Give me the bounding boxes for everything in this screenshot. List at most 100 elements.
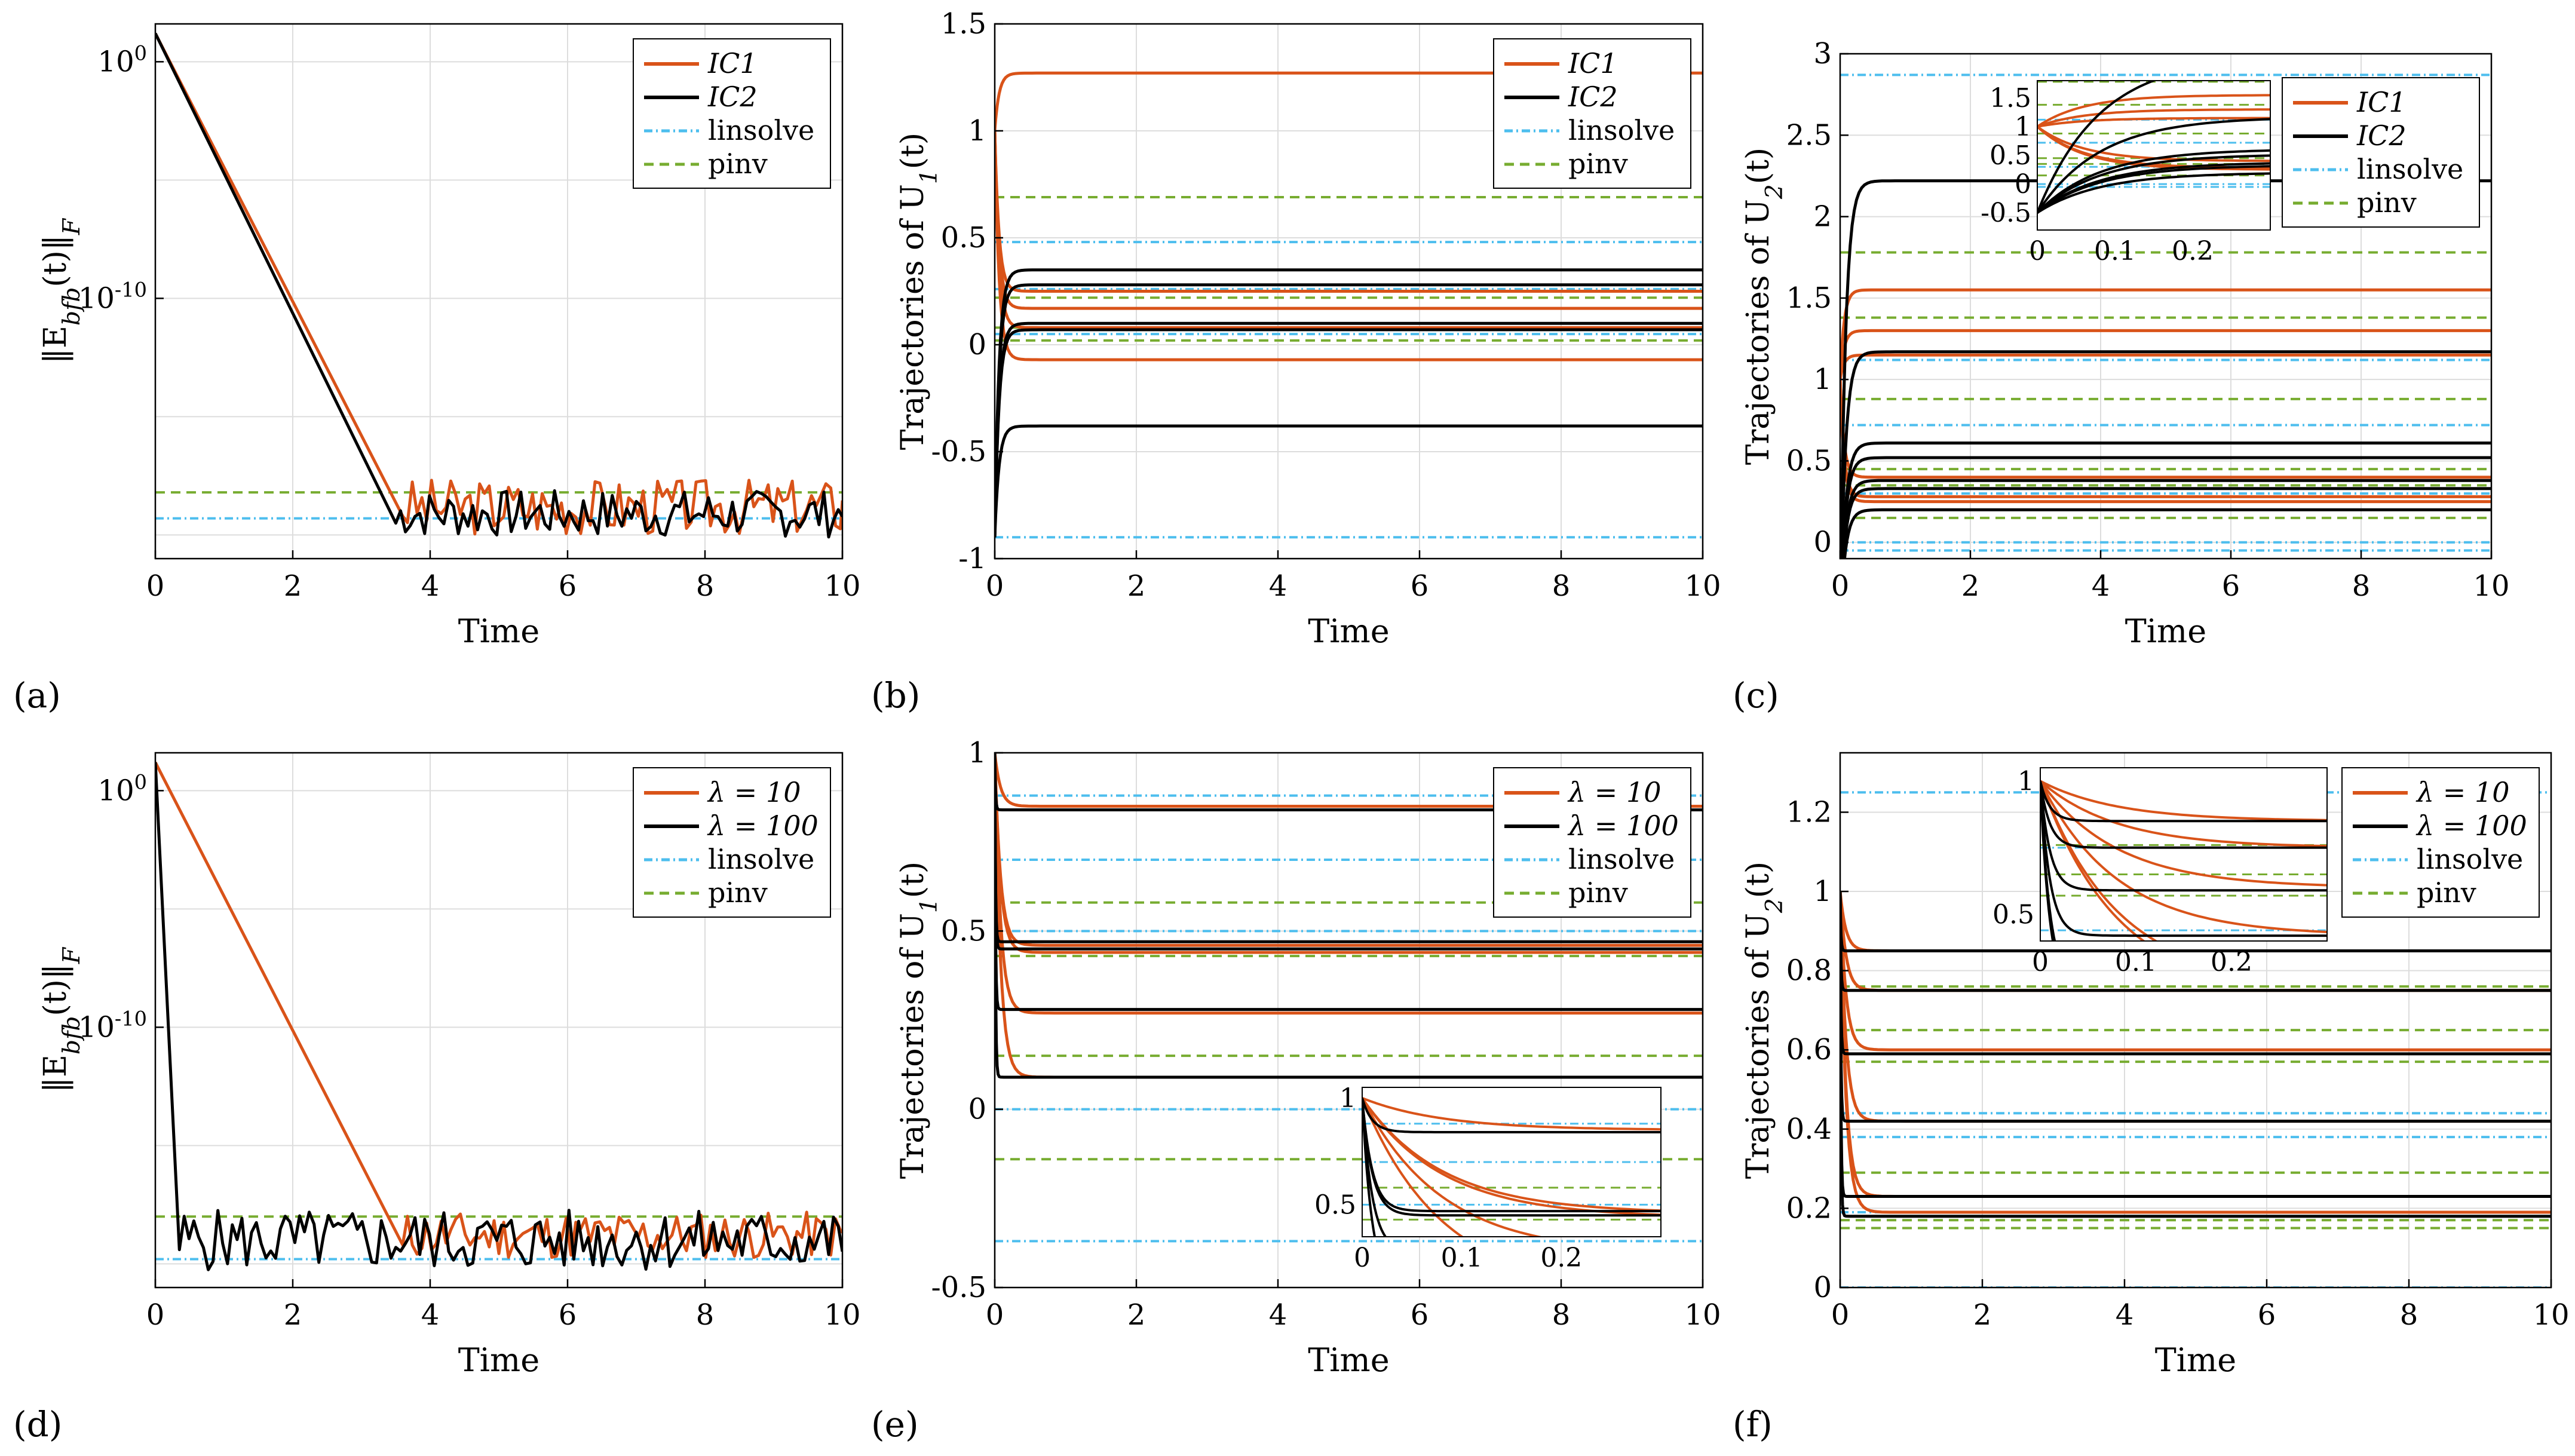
x-tick-label: 4 [421, 569, 440, 603]
legend-label: linsolve [2417, 843, 2523, 875]
y-tick-label: 0 [968, 1093, 986, 1126]
inset-y-tick-label: 0.5 [1314, 1190, 1356, 1220]
inset-x-tick-label: 0.1 [1441, 1243, 1483, 1273]
y-axis-label: ‖Ebfb(t)‖F [38, 217, 85, 364]
legend-label: λ = 100 [1567, 810, 1679, 842]
legend-label: IC2 [707, 81, 758, 113]
x-tick-label: 2 [1127, 569, 1146, 603]
inset-series-ic1 [1362, 1098, 1544, 1237]
inset-series-ic2 [2040, 781, 2327, 892]
series-line-ic2 [1840, 891, 2551, 1056]
legend-label: linsolve [1568, 114, 1675, 146]
axes-box [154, 752, 844, 1289]
x-axis-label: Time [1308, 1341, 1389, 1379]
series-line-ic1 [155, 761, 842, 1259]
y-tick-label: 100 [98, 41, 147, 78]
series-line-ic1 [1840, 891, 2551, 1214]
axes-box [994, 752, 1704, 1289]
x-axis-label: Time [2155, 1341, 2236, 1379]
series-line-ic1 [995, 71, 1703, 131]
x-tick-label: 10 [1684, 569, 1721, 603]
y-tick-label: 0.5 [941, 221, 986, 255]
series-line-ic1 [995, 130, 1703, 310]
x-tick-label: 4 [2092, 569, 2110, 603]
y-axis-label: Trajectories of U1(t) [895, 862, 943, 1179]
panel-label-e: (e) [871, 1404, 919, 1445]
series-line-ic1 [995, 753, 1703, 947]
inset-y-tick-label: 0.5 [1990, 140, 2031, 171]
legend-label: λ = 10 [2415, 776, 2509, 808]
inset-y-tick-label: -0.5 [1981, 198, 2031, 228]
x-tick-label: 0 [986, 1298, 1004, 1332]
x-tick-label: 8 [1552, 569, 1571, 603]
inset-series-ic2 [2040, 781, 2327, 937]
plot-area [155, 761, 842, 1271]
legend-label: IC2 [1568, 81, 1618, 113]
inset-x-tick-label: 0.1 [2115, 947, 2157, 977]
y-tick-label: 0 [1813, 526, 1832, 559]
plot-area [1840, 791, 2551, 1288]
axes-box [1839, 53, 2493, 560]
series-line-ic2 [995, 753, 1703, 951]
x-tick-label: 0 [986, 569, 1004, 603]
series-line-ic1 [1840, 288, 2491, 380]
series-line-ic2 [1841, 456, 2491, 559]
x-tick-label: 4 [1269, 1298, 1288, 1332]
inset: 0 0.1 0.2 0.5 1 [1314, 1083, 1662, 1273]
series-line-ic1 [995, 130, 1703, 329]
x-tick-label: 4 [1269, 569, 1288, 603]
axes-box [154, 23, 844, 560]
y-tick-label: 1.5 [941, 7, 986, 41]
x-axis-label: Time [1308, 612, 1389, 650]
inset-y-tick-label: 1.5 [1990, 83, 2031, 114]
x-tick-label: 10 [2533, 1298, 2569, 1332]
series-line-ic1 [1840, 353, 2491, 380]
chart-d: 0 2 4 6 8 10 Time 100 10-10‖Ebfb(t)‖F λ = 10λ = 1… [38, 752, 860, 1379]
panel-label-a: (a) [13, 675, 61, 716]
x-tick-label: 6 [1411, 569, 1429, 603]
series-line-ic2 [1840, 891, 2551, 952]
series-line-ic2 [995, 753, 1703, 1079]
x-tick-label: 2 [284, 569, 302, 603]
series-line-ic2 [995, 321, 1703, 538]
y-axis: 100 10-10 [78, 41, 164, 315]
inset-series-ic1 [2040, 780, 2327, 848]
legend-label: IC1 [707, 47, 758, 79]
y-tick-label: 0.8 [1786, 954, 1832, 988]
x-tick-label: 10 [824, 569, 860, 603]
x-tick-label: 4 [421, 1298, 440, 1332]
x-axis-label: Time [458, 1341, 539, 1379]
legend-label: λ = 10 [707, 776, 801, 808]
axes-box [1839, 752, 2552, 1289]
inset-series-ic1 [2040, 780, 2327, 933]
inset-x-tick-label: 0.2 [2211, 947, 2252, 977]
y-tick-label: 0.6 [1786, 1033, 1832, 1066]
series-line-ic1 [995, 753, 1703, 808]
series-line-ic2 [995, 753, 1703, 1011]
x-tick-label: 8 [1552, 1298, 1571, 1332]
series-line-ic1 [1840, 379, 2491, 479]
inset-plot [1362, 1096, 1661, 1237]
series-line-ic1 [995, 130, 1703, 361]
inset-background [2040, 768, 2327, 941]
x-axis: 0 2 4 6 8 10 [146, 550, 860, 603]
panel-label-b: (b) [871, 675, 921, 716]
legend-label: pinv [2417, 876, 2476, 909]
series-line-ic2 [1841, 479, 2491, 559]
x-axis: 0 2 4 6 8 10 [986, 1279, 1721, 1332]
y-axis-label: ‖Ebfb(t)‖F [38, 946, 85, 1093]
y-axis-label: Trajectories of U1(t) [895, 133, 943, 450]
legend-label: λ = 10 [1567, 776, 1661, 808]
x-tick-label: 10 [2473, 569, 2509, 603]
plot-area [995, 71, 1703, 539]
series-line-ic1 [1840, 329, 2491, 380]
inset-series-ic2 [2037, 118, 2270, 214]
y-tick-label: 0 [968, 328, 986, 361]
inset-series-ic2 [2040, 781, 2327, 849]
inset-x-tick-label: 0.2 [1540, 1243, 1582, 1273]
legend-label: linsolve [1568, 843, 1675, 875]
inset: 0 0.1 0.2 0.5 1 [1992, 766, 2328, 977]
y-axis: 0 0.5 1 1.5 2 2.5 3 [1786, 37, 1849, 559]
